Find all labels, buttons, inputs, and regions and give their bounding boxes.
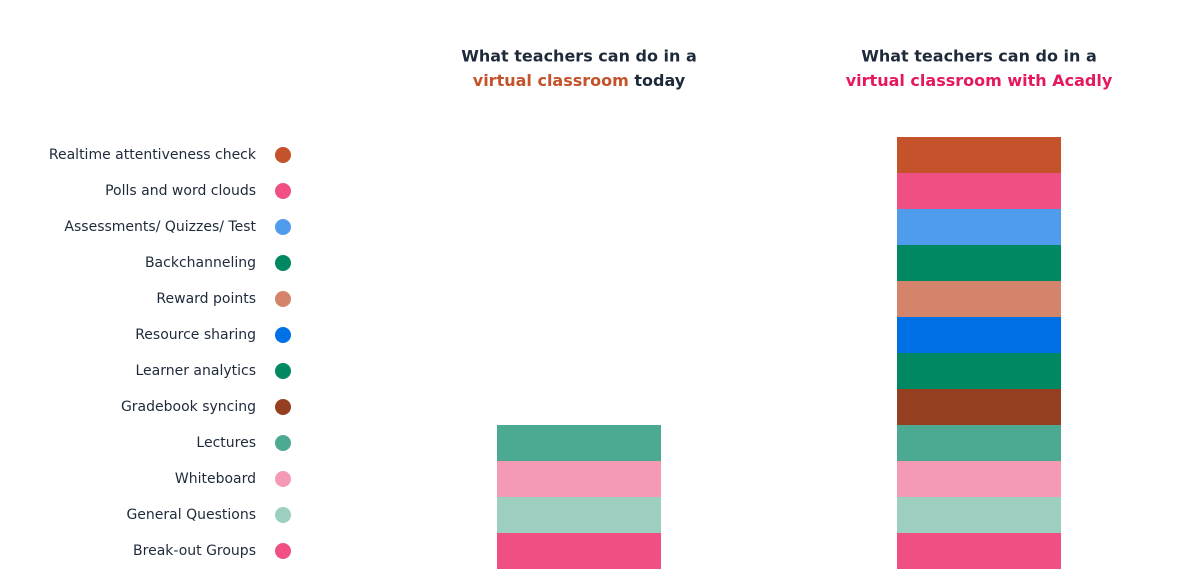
bar-segment (897, 461, 1061, 497)
bar-segment (897, 137, 1061, 173)
legend-dot (275, 543, 291, 559)
legend-dot (275, 471, 291, 487)
bar-segment (897, 353, 1061, 389)
legend-label: Learner analytics (135, 363, 256, 379)
legend-label: Break-out Groups (133, 543, 256, 559)
legend-dot (275, 183, 291, 199)
legend-label: Realtime attentiveness check (49, 147, 257, 163)
legend-dot (275, 363, 291, 379)
bar-segment (897, 533, 1061, 569)
bar-segment (497, 497, 661, 533)
legend-dot (275, 255, 291, 271)
bar-segment (497, 425, 661, 461)
legend-label: Whiteboard (175, 471, 256, 487)
legend-label: Resource sharing (135, 327, 256, 343)
bar-segment (897, 245, 1061, 281)
legend-dot (275, 147, 291, 163)
column-subtitle: virtual classroom today (473, 71, 686, 90)
legend-dot (275, 507, 291, 523)
legend-label: Backchanneling (145, 255, 256, 271)
bar-segment (897, 425, 1061, 461)
legend-label: Polls and word clouds (105, 183, 256, 199)
bar-segment (897, 317, 1061, 353)
legend-label: Assessments/ Quizzes/ Test (64, 219, 256, 235)
legend-label: Lectures (196, 435, 256, 451)
legend-dot (275, 219, 291, 235)
legend-label: Reward points (156, 291, 256, 307)
legend-label: General Questions (126, 507, 256, 523)
title-highlight: virtual classroom (473, 71, 629, 90)
legend-dot (275, 435, 291, 451)
bar-segment (497, 461, 661, 497)
legend-label: Gradebook syncing (121, 399, 256, 415)
bar-segment (497, 533, 661, 569)
bar-segment (897, 209, 1061, 245)
bar-segment (897, 497, 1061, 533)
legend-dot (275, 399, 291, 415)
legend-dot (275, 291, 291, 307)
column-title: What teachers can do in a (861, 47, 1097, 66)
bar-segment (897, 173, 1061, 209)
bar-segment (897, 281, 1061, 317)
title-highlight: virtual classroom with Acadly (846, 71, 1113, 90)
column-subtitle: virtual classroom with Acadly (846, 71, 1113, 90)
bar-segment (897, 389, 1061, 425)
legend-dot (275, 327, 291, 343)
title-rest: today (634, 71, 685, 90)
column-title: What teachers can do in a (461, 47, 697, 66)
